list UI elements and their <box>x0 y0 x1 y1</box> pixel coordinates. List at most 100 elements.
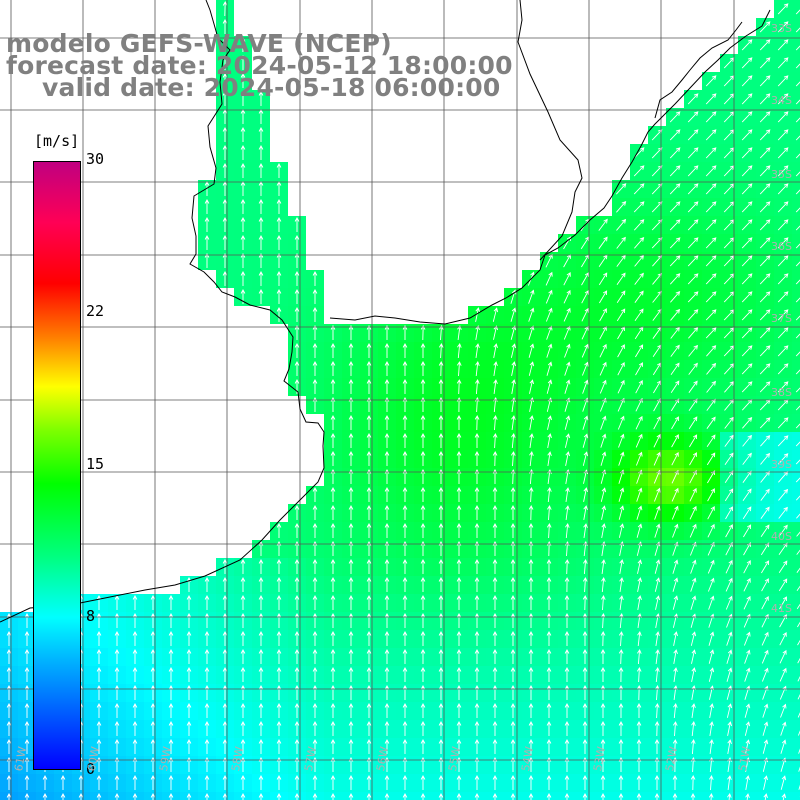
wind-arrow <box>600 487 607 502</box>
wind-arrow <box>688 380 698 393</box>
wind-arrow <box>438 505 444 520</box>
wind-arrow <box>600 685 606 700</box>
wind-arrow <box>795 423 800 429</box>
wind-arrow <box>366 487 372 502</box>
wind-arrow <box>420 775 426 790</box>
wind-arrow <box>759 201 771 213</box>
wind-arrow <box>510 307 517 322</box>
wind-arrow <box>618 739 624 754</box>
wind-arrow <box>96 685 102 700</box>
wind-arrow <box>240 667 246 682</box>
wind-speed-cell <box>792 144 800 162</box>
wind-arrow <box>687 255 699 267</box>
wind-arrow <box>402 343 408 358</box>
wind-arrow <box>132 703 138 718</box>
wind-arrow <box>763 775 769 790</box>
colorbar-tick-15: 15 <box>86 455 105 473</box>
wind-arrow <box>600 667 606 682</box>
wind-arrow <box>330 775 336 790</box>
wind-arrow <box>402 505 408 520</box>
colorbar-unit-label: [m/s] <box>34 132 80 150</box>
wind-arrow <box>528 649 534 664</box>
wind-arrow <box>438 433 444 448</box>
wind-arrow <box>96 649 102 664</box>
wind-arrow <box>564 775 570 790</box>
wind-arrow <box>777 291 789 303</box>
wind-arrow <box>240 163 246 178</box>
wind-arrow <box>673 649 678 664</box>
wind-arrow <box>795 135 800 141</box>
wind-arrow <box>96 721 102 736</box>
wind-arrow <box>366 775 372 790</box>
wind-arrow <box>653 487 661 502</box>
wind-arrow <box>150 721 156 736</box>
wind-arrow <box>795 315 800 321</box>
wind-arrow <box>742 434 752 447</box>
coastline-uruguay-interior <box>517 0 583 261</box>
wind-arrow <box>420 649 426 664</box>
wind-arrow <box>384 595 390 610</box>
wind-arrow <box>741 381 753 393</box>
wind-arrow <box>222 775 228 790</box>
wind-arrow <box>276 235 282 250</box>
wind-arrow <box>402 793 408 800</box>
wind-arrow <box>564 793 570 800</box>
wind-arrow <box>258 217 264 232</box>
wind-arrow <box>366 379 372 394</box>
wind-arrow <box>366 739 372 754</box>
wind-arrow <box>258 793 264 800</box>
wind-arrow <box>384 379 390 394</box>
wind-arrow <box>150 613 156 628</box>
wind-arrow <box>582 451 589 466</box>
wind-arrow <box>132 685 138 700</box>
wind-arrow <box>294 775 300 790</box>
wind-arrow <box>475 307 481 322</box>
wind-arrow <box>528 361 535 376</box>
wind-speed-cell <box>720 792 738 800</box>
wind-arrow <box>601 505 607 520</box>
wind-speed-cell <box>792 342 800 360</box>
wind-arrow <box>420 721 426 736</box>
wind-arrow <box>204 793 210 800</box>
wind-arrow <box>564 631 570 646</box>
wind-arrow <box>186 793 192 800</box>
wind-arrow <box>689 505 697 520</box>
wind-arrow <box>258 163 264 178</box>
wind-arrow <box>760 506 770 519</box>
wind-arrow <box>564 721 570 736</box>
map-title-valid-date: valid date: 2024-05-18 06:00:00 <box>42 73 501 102</box>
wind-arrow <box>706 398 716 411</box>
wind-arrow <box>438 487 444 502</box>
wind-arrow <box>762 721 769 736</box>
wind-arrow <box>492 685 498 700</box>
wind-arrow <box>384 793 390 800</box>
wind-arrow <box>6 721 12 736</box>
wind-arrow <box>777 309 789 321</box>
wind-arrow <box>689 434 698 448</box>
wind-arrow <box>669 129 681 141</box>
wind-arrow <box>546 667 552 682</box>
wind-speed-cell <box>792 36 800 54</box>
wind-arrow <box>777 327 789 339</box>
wind-arrow <box>637 649 642 665</box>
wind-arrow <box>616 200 627 213</box>
wind-arrow <box>312 721 318 736</box>
wind-arrow <box>780 739 787 754</box>
wind-arrow <box>366 703 372 718</box>
wind-arrow <box>655 667 660 683</box>
wind-arrow <box>511 379 516 394</box>
wind-arrow <box>797 657 800 664</box>
wind-arrow <box>635 433 643 448</box>
wind-arrow <box>637 613 642 628</box>
wind-arrow <box>240 793 246 800</box>
wind-arrow <box>511 433 516 449</box>
wind-arrow <box>777 435 789 447</box>
wind-arrow <box>402 631 408 646</box>
wind-speed-cell <box>792 702 800 720</box>
wind-arrow <box>276 199 282 214</box>
wind-arrow <box>743 631 751 646</box>
wind-arrow <box>673 631 679 646</box>
wind-speed-cell <box>792 774 800 792</box>
wind-arrow <box>795 153 800 159</box>
